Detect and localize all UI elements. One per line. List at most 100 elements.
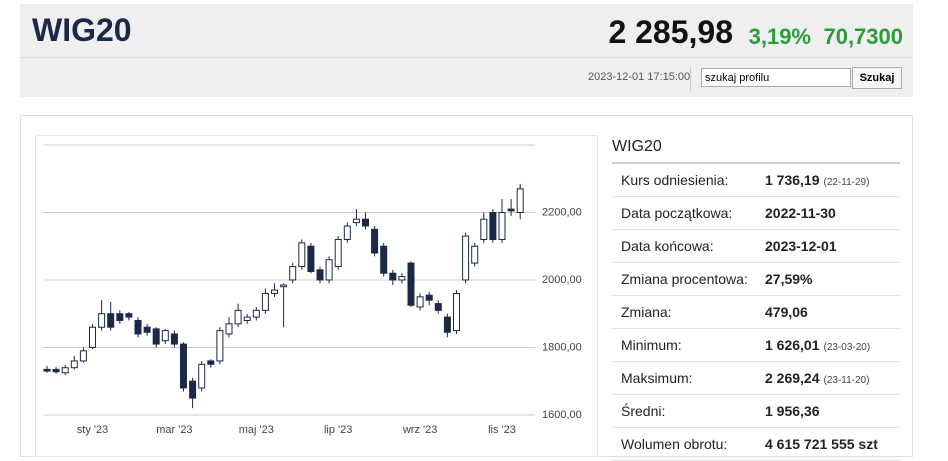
candle-body — [462, 235, 470, 281]
x-tick-label: sty '23 — [77, 424, 108, 436]
row-label: Zmiana procentowa: — [621, 271, 748, 287]
table-title: WIG20 — [612, 138, 662, 155]
candle-body — [143, 326, 151, 333]
candle-body — [380, 245, 388, 274]
search-button[interactable]: Szukaj — [852, 67, 902, 89]
candle-body — [189, 380, 197, 399]
header: WIG20 2 285,98 3,19% 70,7300 2023-12-01 … — [20, 4, 913, 97]
separator — [20, 57, 913, 58]
row-label: Średni: — [621, 403, 666, 419]
candle-body — [389, 272, 397, 281]
x-tick-label: wrz '23 — [402, 424, 438, 436]
chart: 1600,00 1800,00 2000,00 2200,00 sty '23 mar '… — [43, 144, 582, 436]
candle-body — [507, 208, 515, 212]
candle-body — [180, 343, 187, 389]
row-label: Zmiana: — [621, 304, 672, 320]
row-label: Data początkowa: — [621, 205, 733, 221]
separator — [612, 162, 900, 164]
candle-body — [152, 328, 160, 345]
candle-body — [125, 313, 133, 318]
candle-body — [161, 330, 169, 342]
candle-body — [252, 309, 260, 318]
row-value: 1 956,36 — [765, 403, 820, 419]
candle-body — [416, 296, 424, 308]
candle-body — [471, 245, 479, 264]
candle-body — [280, 284, 288, 288]
candle-body — [89, 326, 96, 348]
x-tick-label: lip '23 — [324, 424, 352, 436]
table-row: Minimum: 1 626,01 (23-03-20) — [612, 328, 900, 362]
candle-body — [407, 262, 415, 306]
index-title: WIG20 — [32, 12, 132, 48]
table-row: Data końcowa: 2023-12-01 — [612, 229, 900, 263]
candle-body — [261, 292, 269, 311]
candle-body — [498, 211, 506, 240]
x-tick-label: maj '23 — [239, 424, 274, 436]
candle-body — [134, 319, 142, 335]
x-tick-label: mar '23 — [156, 424, 192, 436]
separator — [690, 67, 691, 91]
candle-body — [343, 225, 351, 240]
search-input[interactable] — [701, 68, 851, 87]
row-label: Kurs odniesienia: — [621, 172, 729, 188]
candle-body — [362, 218, 369, 227]
candle-body — [334, 238, 342, 267]
candle-body — [434, 303, 442, 311]
candle-body — [198, 363, 206, 389]
row-note: (23-03-20) — [823, 342, 871, 353]
change-value: 70,7300 — [823, 24, 903, 49]
y-tick-label: 1600,00 — [542, 409, 582, 421]
candle-body — [489, 211, 497, 240]
candle-body — [271, 289, 278, 294]
candle-body — [170, 333, 178, 345]
candle-body — [371, 228, 379, 254]
table-row: Średni: 1 956,36 — [612, 394, 900, 428]
row-value: 2 269,24 (23-11-20) — [765, 370, 870, 386]
y-tick-label: 2000,00 — [542, 274, 582, 286]
candle-body — [225, 323, 233, 335]
datetime: 2023-12-01 17:15:00 — [588, 71, 691, 83]
candle-body — [307, 245, 315, 273]
candle-body — [398, 276, 406, 281]
candle-body — [52, 368, 60, 373]
table-row: Wolumen obrotu: 4 615 721 555 szt — [612, 427, 900, 461]
candle-body — [207, 360, 215, 365]
row-value: 4 615 721 555 szt — [765, 436, 878, 452]
row-value: 2022-11-30 — [765, 205, 836, 221]
candle-body — [425, 294, 433, 301]
row-value: 27,59% — [765, 271, 813, 287]
candle-body — [325, 259, 333, 281]
candle-body — [116, 313, 124, 321]
row-label: Minimum: — [621, 337, 682, 353]
candle-body — [443, 316, 451, 333]
table-row: Maksimum: 2 269,24 (23-11-20) — [612, 361, 900, 395]
row-label: Maksimum: — [621, 370, 693, 386]
y-tick-label: 1800,00 — [542, 341, 582, 353]
candle-body — [79, 350, 87, 362]
row-value: 1 626,01 (23-03-20) — [765, 337, 871, 353]
candle-body — [98, 313, 106, 328]
row-value: 2023-12-01 — [765, 238, 837, 254]
table-row: Kurs odniesienia: 1 736,19 (22-11-29) — [612, 163, 900, 197]
change-percent: 3,19% — [748, 24, 811, 49]
table-row: Data początkowa: 2022-11-30 — [612, 196, 900, 230]
candle-body — [453, 292, 460, 332]
table-row: Zmiana procentowa: 27,59% — [612, 262, 900, 296]
row-label: Wolumen obrotu: — [621, 436, 728, 452]
row-label: Data końcowa: — [621, 238, 714, 254]
table-row: Zmiana: 479,06 — [612, 295, 900, 329]
row-note: (22-11-29) — [823, 177, 870, 188]
candle-body — [316, 269, 324, 281]
row-value: 1 736,19 (22-11-29) — [765, 172, 870, 188]
candle-body — [61, 367, 69, 374]
candle-body — [480, 218, 488, 240]
candle-body — [516, 188, 524, 213]
row-value: 479,06 — [765, 304, 808, 320]
price: 2 285,98 — [608, 14, 733, 50]
row-note: (23-11-20) — [823, 375, 870, 386]
candle-body — [352, 218, 360, 224]
candle-body — [243, 316, 251, 321]
candle-body — [289, 265, 297, 281]
y-tick-label: 2200,00 — [542, 206, 582, 218]
candle-body — [43, 368, 51, 372]
